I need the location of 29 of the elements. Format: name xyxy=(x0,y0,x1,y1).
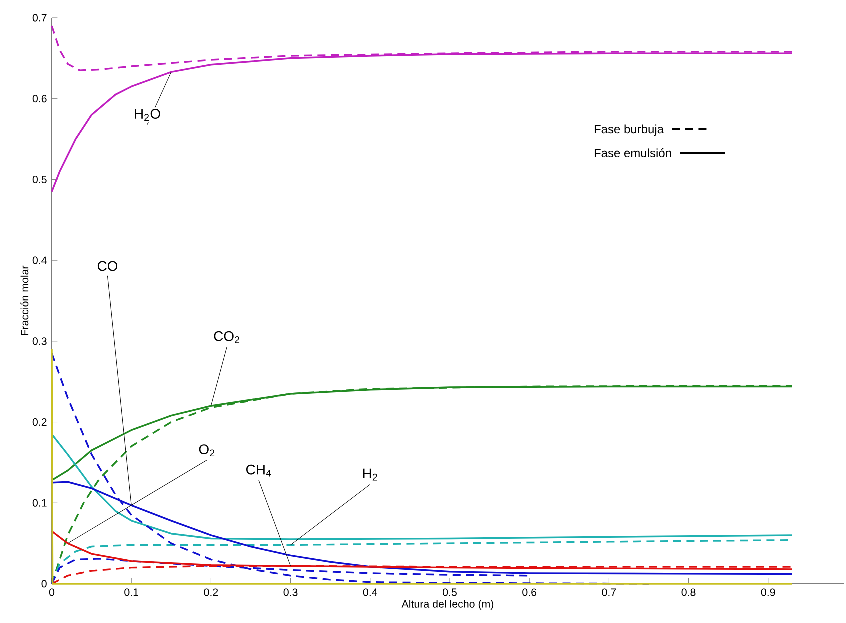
annotation: H$_{2}$O xyxy=(135,109,160,122)
y-tick-label: 0.2 xyxy=(32,418,47,426)
x-tick-label: 0.9 xyxy=(761,588,776,596)
annotation: O$_{2}$ xyxy=(199,444,215,457)
x-tick-label: 0.5 xyxy=(443,588,457,596)
annotation: Fase emulsión xyxy=(594,148,672,158)
y-tick-label: 0.7 xyxy=(32,14,47,22)
line-series xyxy=(51,434,794,540)
annotation: CO xyxy=(98,261,118,272)
x-tick-label: 0 xyxy=(49,588,55,596)
y-tick-label: 0 xyxy=(42,580,47,588)
x-tick-label: 0.4 xyxy=(363,588,378,596)
annotation: Fase burbuja xyxy=(594,124,664,136)
y-tick-label: 0.4 xyxy=(32,256,47,264)
annotation: H$_{2}$ xyxy=(363,468,378,481)
x-tick-label: 0.8 xyxy=(682,588,696,596)
x-tick-label: 0.2 xyxy=(204,588,218,596)
y-tick-label: 0.3 xyxy=(32,338,47,346)
y-tick-label: 0.6 xyxy=(32,95,47,103)
x-tick-label: 0.1 xyxy=(124,588,138,596)
y-tick-label: 0.5 xyxy=(32,176,47,184)
annotation: CO$_{2}$ xyxy=(214,331,240,344)
y-tick-label: 0.1 xyxy=(32,499,47,507)
x-tick-label: 0.6 xyxy=(522,588,537,596)
annotation: CH$_{4}$ xyxy=(246,464,272,477)
x-tick-label: 0.3 xyxy=(284,588,298,596)
x-tick-label: 0.7 xyxy=(602,588,616,596)
x-axis-title: Altura del lecho (m) xyxy=(402,600,494,610)
y-axis-title: Fracción molar xyxy=(20,266,29,336)
